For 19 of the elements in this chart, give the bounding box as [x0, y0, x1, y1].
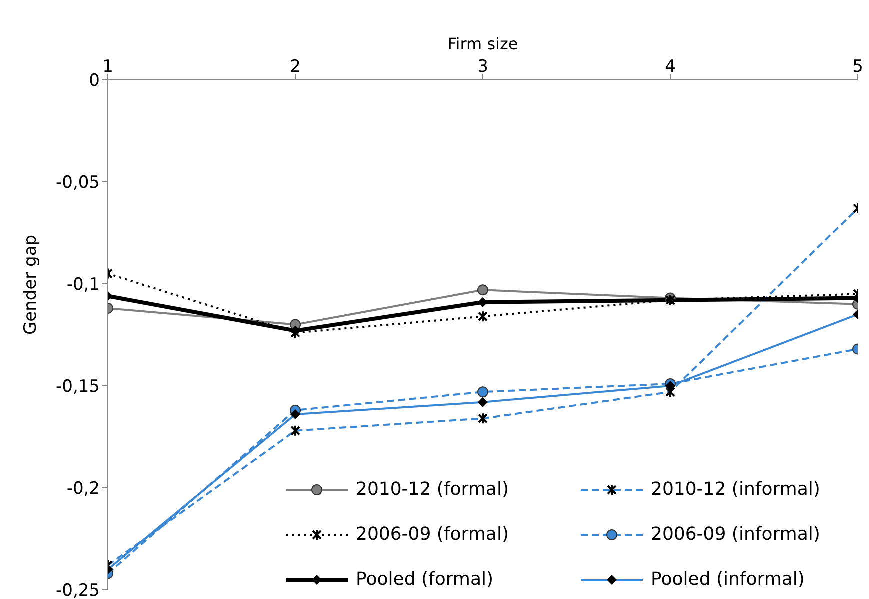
x-tick-label: 1 — [102, 57, 114, 77]
x-axis-title: Firm size — [448, 34, 518, 54]
legend-label: 2006-09 (formal) — [356, 524, 509, 545]
y-tick-label: 0 — [89, 71, 100, 92]
legend-label: Pooled (formal) — [356, 569, 494, 590]
y-axis-title: Gender gap — [21, 234, 42, 335]
x-tick-label: 5 — [852, 57, 864, 77]
y-tick-label: -0,1 — [66, 275, 100, 296]
x-tick-label: 4 — [665, 57, 676, 77]
y-tick-label: -0,2 — [66, 479, 100, 500]
y-tick-label: -0,25 — [56, 581, 100, 599]
legend-label: Pooled (informal) — [651, 569, 805, 590]
legend-label: 2010-12 (formal) — [356, 479, 509, 500]
legend-label: 2010-12 (informal) — [651, 479, 820, 500]
y-tick-label: -0,15 — [56, 377, 100, 398]
legend-label: 2006-09 (informal) — [651, 524, 820, 545]
x-tick-label: 2 — [290, 57, 301, 77]
y-tick-label: -0,05 — [56, 173, 100, 194]
x-tick-label: 3 — [478, 57, 488, 77]
